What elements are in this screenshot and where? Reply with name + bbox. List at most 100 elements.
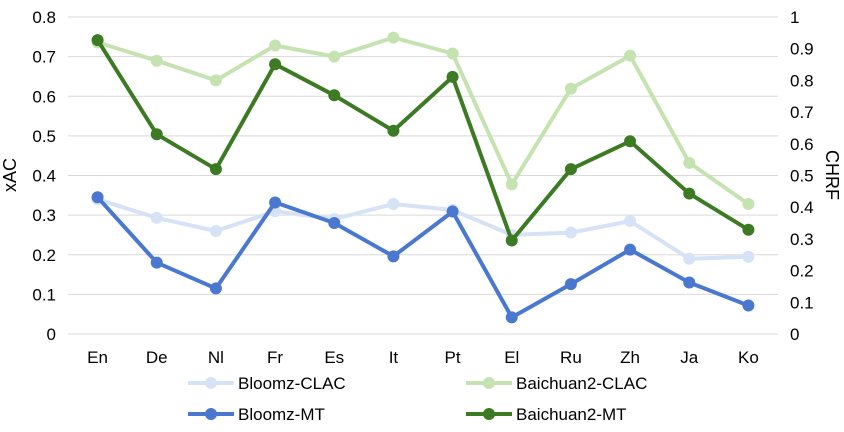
legend-swatch-marker xyxy=(483,377,495,389)
right-axis-label: CHRF xyxy=(822,150,842,200)
left-tick-label: 0.4 xyxy=(32,167,56,186)
data-point xyxy=(506,178,518,190)
data-point xyxy=(387,250,399,262)
legend-item: Bloomz-CLAC xyxy=(188,374,346,393)
data-point xyxy=(328,89,340,101)
left-tick-label: 0.8 xyxy=(32,8,56,27)
x-tick-label: Ja xyxy=(680,348,699,367)
x-tick-label: Zh xyxy=(620,348,640,367)
data-point xyxy=(624,135,636,147)
right-tick-label: 0.3 xyxy=(790,230,814,249)
x-tick-label: Ru xyxy=(560,348,582,367)
data-point xyxy=(447,206,459,218)
right-tick-label: 0.2 xyxy=(790,262,814,281)
data-point xyxy=(92,191,104,203)
x-tick-label: El xyxy=(504,348,519,367)
data-point xyxy=(506,234,518,246)
data-point xyxy=(565,83,577,95)
right-tick-label: 0.9 xyxy=(790,40,814,59)
series-line xyxy=(98,199,749,258)
left-tick-label: 0.5 xyxy=(32,127,56,146)
data-point xyxy=(387,125,399,137)
data-point xyxy=(742,224,754,236)
right-tick-label: 0.5 xyxy=(790,167,814,186)
legend-label: Bloomz-MT xyxy=(238,405,325,424)
series-line xyxy=(98,40,749,240)
x-tick-label: Es xyxy=(324,348,344,367)
series-bloomz-clac xyxy=(92,193,755,264)
left-tick-label: 0 xyxy=(47,325,56,344)
legend-item: Baichuan2-MT xyxy=(466,405,627,424)
data-point xyxy=(683,253,695,265)
data-point xyxy=(624,215,636,227)
data-point xyxy=(269,58,281,70)
left-tick-label: 0.6 xyxy=(32,87,56,106)
data-point xyxy=(683,157,695,169)
legend-item: Baichuan2-CLAC xyxy=(466,374,647,393)
data-point xyxy=(742,251,754,263)
data-point xyxy=(742,299,754,311)
left-tick-label: 0.3 xyxy=(32,206,56,225)
data-point xyxy=(210,74,222,86)
x-tick-label: Fr xyxy=(267,348,283,367)
data-point xyxy=(565,278,577,290)
data-point xyxy=(151,128,163,140)
series-layer xyxy=(92,32,755,324)
x-tick-label: Ko xyxy=(738,348,759,367)
data-point xyxy=(447,71,459,83)
data-point xyxy=(624,50,636,62)
right-tick-label: 0.8 xyxy=(790,71,814,90)
data-point xyxy=(151,55,163,67)
x-axis-ticks: En De Nl Fr Es It Pt El Ru Zh Ja Ko xyxy=(87,348,759,367)
left-tick-label: 0.2 xyxy=(32,246,56,265)
legend-label: Baichuan2-MT xyxy=(516,405,627,424)
data-point xyxy=(269,196,281,208)
data-point xyxy=(328,51,340,63)
data-point xyxy=(565,163,577,175)
data-point xyxy=(151,257,163,269)
legend: Bloomz-CLAC Bloomz-MT Baichuan2-CLAC Baichu… xyxy=(188,374,647,424)
left-tick-label: 0.7 xyxy=(32,48,56,67)
left-tick-label: 0.1 xyxy=(32,285,56,304)
data-point xyxy=(387,32,399,44)
data-point xyxy=(742,198,754,210)
legend-item: Bloomz-MT xyxy=(188,405,325,424)
legend-label: Baichuan2-CLAC xyxy=(516,374,647,393)
legend-swatch-marker xyxy=(483,408,495,420)
legend-label: Bloomz-CLAC xyxy=(238,374,346,393)
data-point xyxy=(387,198,399,210)
left-axis-label: xAC xyxy=(0,158,20,192)
x-tick-label: En xyxy=(87,348,108,367)
data-point xyxy=(683,188,695,200)
right-tick-label: 0.6 xyxy=(790,135,814,154)
data-point xyxy=(269,40,281,52)
x-tick-label: It xyxy=(389,348,399,367)
right-tick-label: 1 xyxy=(790,8,799,27)
right-tick-label: 0.7 xyxy=(790,103,814,122)
data-point xyxy=(565,227,577,239)
x-tick-label: Pt xyxy=(445,348,461,367)
x-tick-label: Nl xyxy=(208,348,224,367)
data-point xyxy=(506,311,518,323)
data-point xyxy=(328,217,340,229)
series-line xyxy=(98,38,749,204)
legend-swatch-marker xyxy=(205,377,217,389)
data-point xyxy=(151,212,163,224)
right-tick-label: 0.4 xyxy=(790,198,814,217)
left-axis-ticks: 0 0.1 0.2 0.3 0.4 0.5 0.6 0.7 0.8 xyxy=(32,8,56,344)
series-baichuan2-clac xyxy=(92,32,755,210)
right-tick-label: 0 xyxy=(790,325,799,344)
series-bloomz-mt xyxy=(92,191,755,323)
data-point xyxy=(210,225,222,237)
data-point xyxy=(210,282,222,294)
data-point xyxy=(447,47,459,59)
data-point xyxy=(683,276,695,288)
data-point xyxy=(210,163,222,175)
data-point xyxy=(624,244,636,256)
right-tick-label: 0.1 xyxy=(790,293,814,312)
data-point xyxy=(92,34,104,46)
right-axis-ticks: 0 0.1 0.2 0.3 0.4 0.5 0.6 0.7 0.8 0.9 1 xyxy=(790,8,814,344)
legend-swatch-marker xyxy=(205,408,217,420)
x-tick-label: De xyxy=(146,348,168,367)
